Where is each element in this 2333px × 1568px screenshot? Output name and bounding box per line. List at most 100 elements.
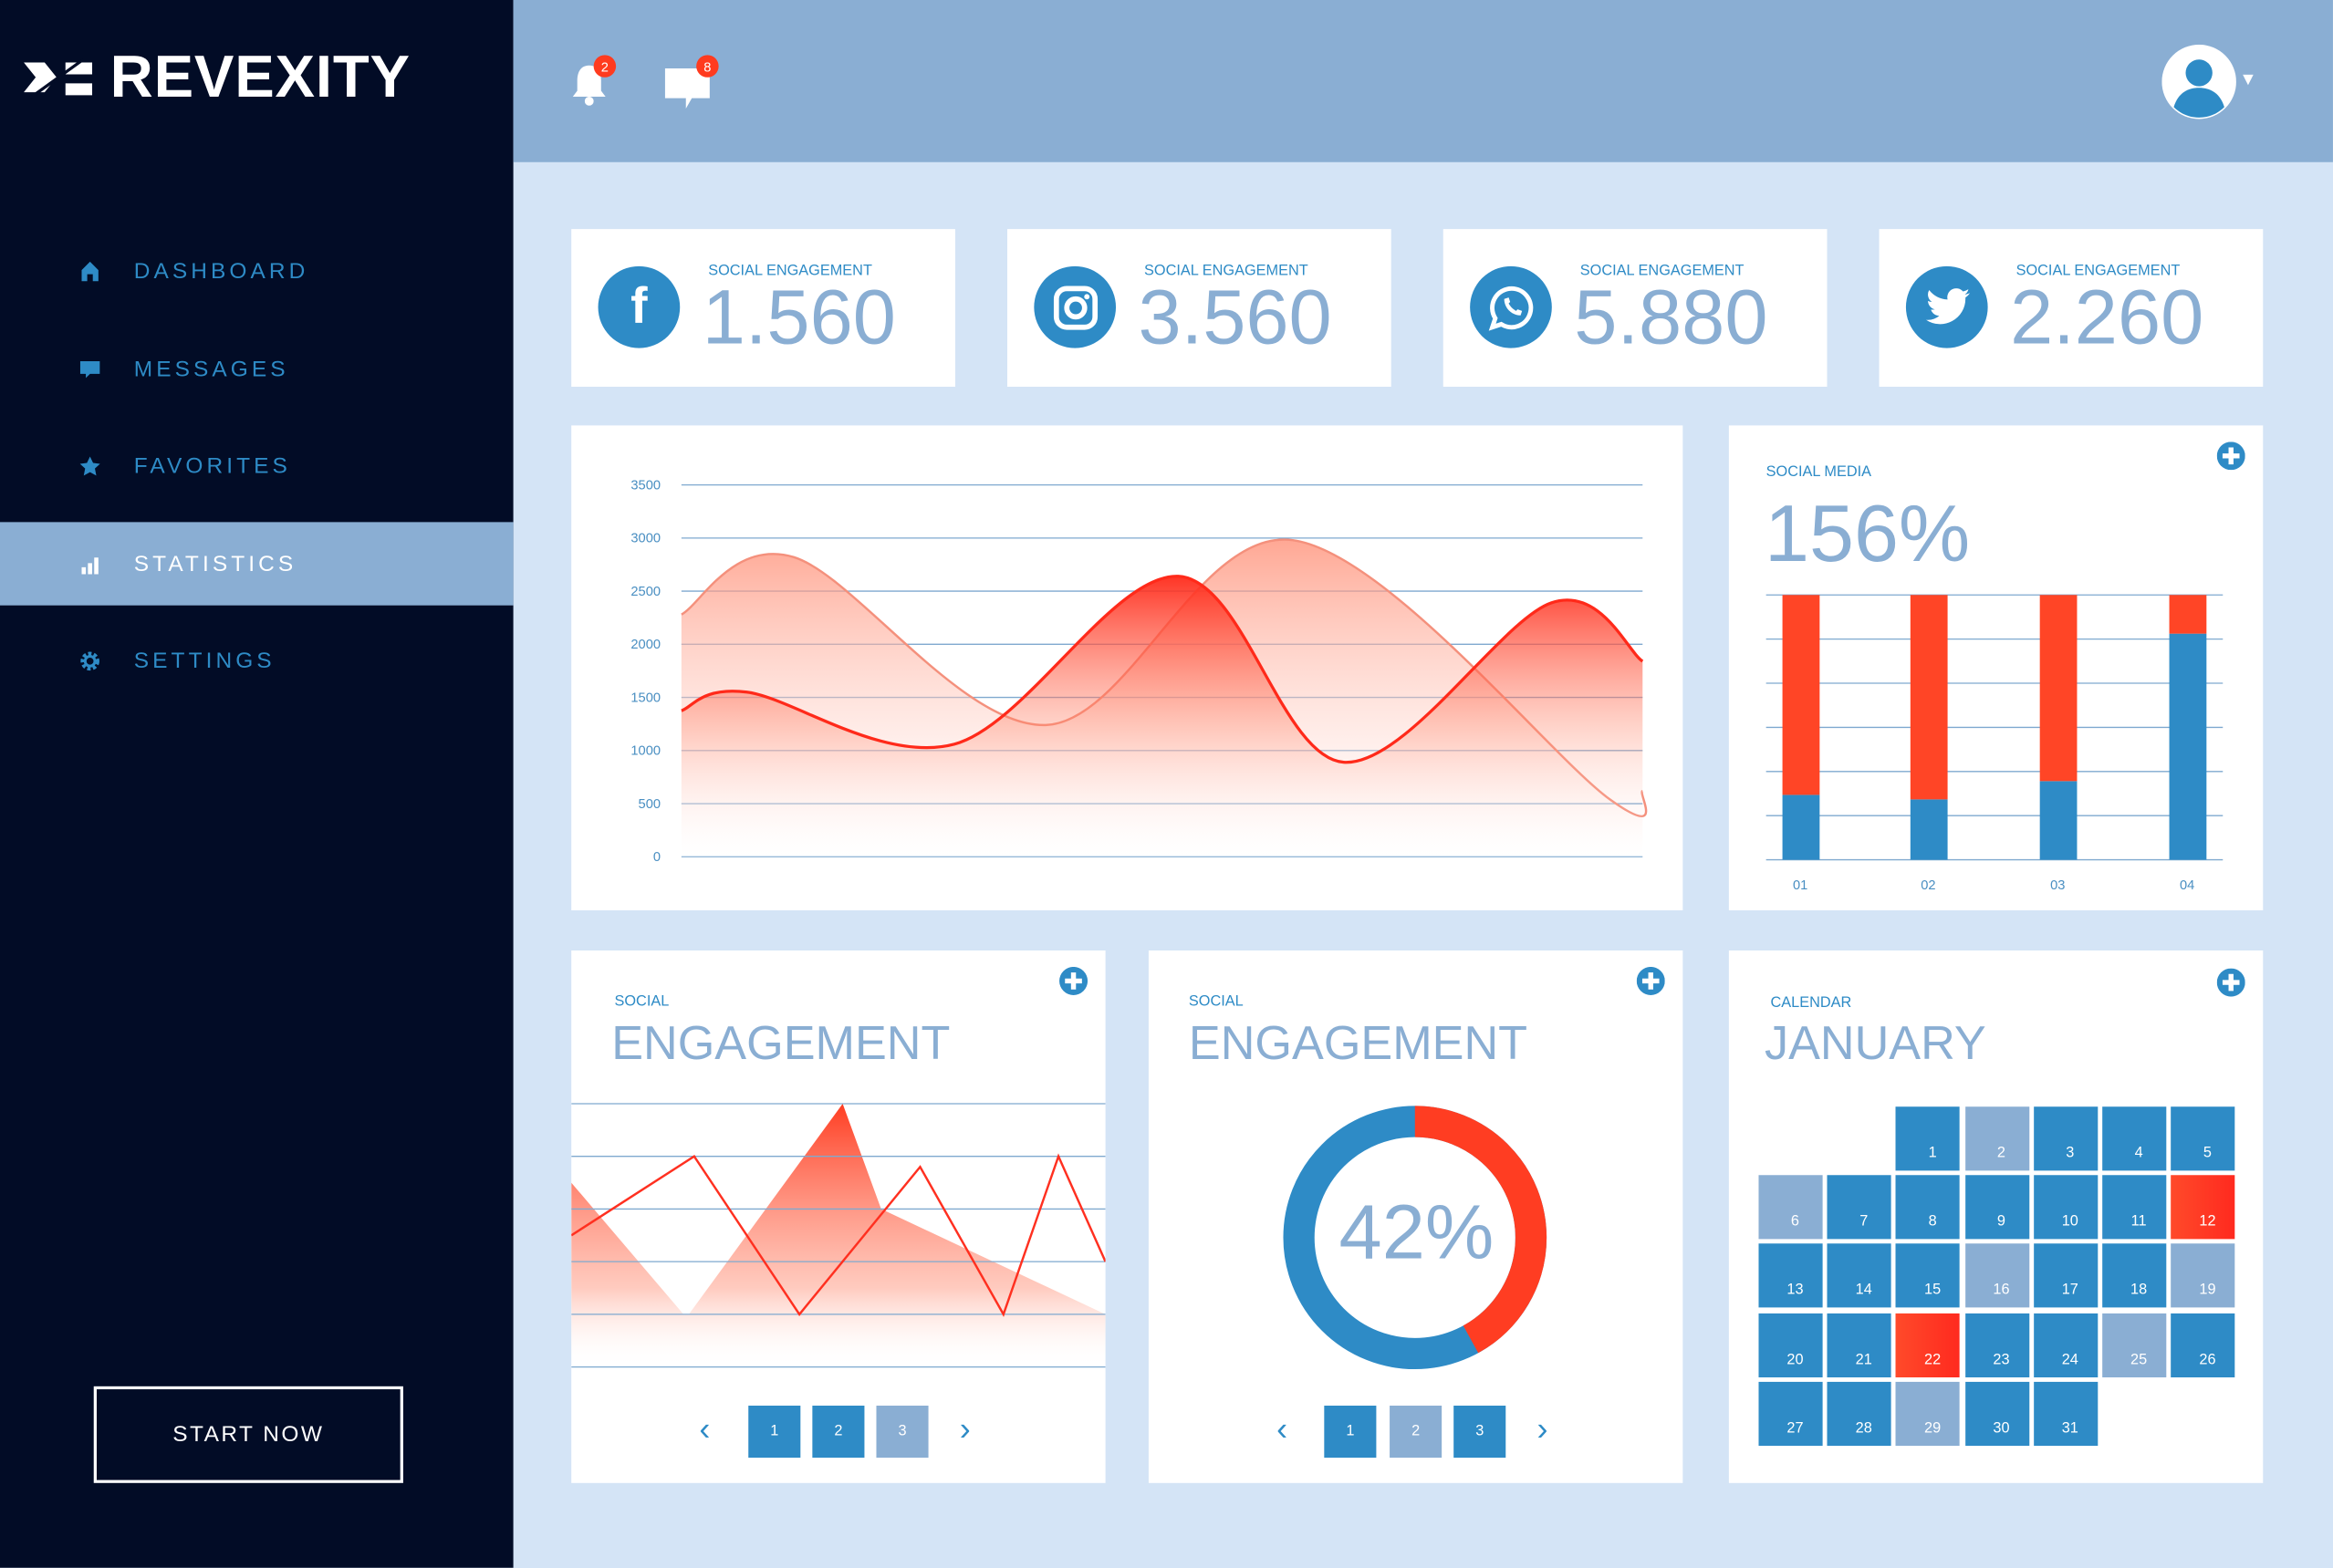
sidebar-item-dashboard[interactable]: DASHBOARD bbox=[0, 229, 514, 312]
engagement-area bbox=[571, 1103, 1106, 1367]
logo[interactable]: REVEXITY bbox=[24, 45, 411, 111]
brand-name: REVEXITY bbox=[109, 44, 411, 110]
x-tick-label: 03 bbox=[2050, 878, 2065, 893]
y-tick-label: 1000 bbox=[630, 744, 661, 759]
social-media-label: SOCIAL MEDIA bbox=[1765, 463, 1872, 481]
calendar-day[interactable]: 18 bbox=[2102, 1243, 2167, 1309]
messages-button[interactable]: 8 bbox=[662, 55, 719, 109]
calendar-day[interactable]: 1 bbox=[1896, 1106, 1961, 1171]
bar-chart-icon bbox=[81, 556, 99, 574]
calendar-day[interactable]: 21 bbox=[1827, 1313, 1891, 1377]
prev-page-chevron-icon[interactable]: ‹ bbox=[1276, 1409, 1288, 1448]
stat-value: 2.260 bbox=[2010, 275, 2204, 362]
calendar-day[interactable]: 10 bbox=[2033, 1175, 2098, 1240]
notifications-button[interactable]: 2 bbox=[568, 55, 617, 107]
x-tick-label: 02 bbox=[1921, 878, 1935, 893]
stat-value: 5.880 bbox=[1574, 275, 1768, 362]
calendar-day[interactable]: 9 bbox=[1964, 1175, 2029, 1240]
twitter-icon[interactable] bbox=[1905, 265, 1988, 348]
calendar-day[interactable]: 7 bbox=[1827, 1175, 1891, 1240]
bar-blue-segment bbox=[2039, 781, 2078, 860]
logo-icon bbox=[24, 57, 93, 99]
sidebar-item-label: STATISTICS bbox=[133, 551, 297, 576]
whatsapp-icon[interactable] bbox=[1470, 265, 1552, 348]
user-menu[interactable]: ▼ bbox=[2161, 44, 2257, 119]
card-title: ENGAGEMENT bbox=[1188, 1015, 1528, 1070]
calendar-day[interactable]: 29 bbox=[1896, 1381, 1961, 1446]
sidebar-item-messages[interactable]: MESSAGES bbox=[0, 327, 514, 410]
sidebar-item-favorites[interactable]: FAVORITES bbox=[0, 424, 514, 507]
facebook-icon[interactable]: f bbox=[598, 265, 681, 348]
donut-chart bbox=[1283, 1106, 1547, 1370]
page-button-2[interactable]: 2 bbox=[1390, 1406, 1443, 1459]
bar-blue-segment bbox=[2169, 633, 2207, 860]
star-icon bbox=[79, 455, 100, 475]
sidebar-item-statistics[interactable]: STATISTICS bbox=[0, 522, 514, 606]
calendar-day[interactable]: 24 bbox=[2033, 1313, 2098, 1377]
calendar-day[interactable]: 23 bbox=[1964, 1313, 2029, 1377]
stat-card-instagram: SOCIAL ENGAGEMENT 3.560 bbox=[1006, 229, 1391, 387]
instagram-icon[interactable] bbox=[1034, 265, 1117, 348]
area-chart-card: 3500 3000 2500 2000 1500 1000 500 0 bbox=[571, 425, 1683, 910]
stat-label: SOCIAL ENGAGEMENT bbox=[1579, 263, 1745, 280]
calendar-day[interactable]: 13 bbox=[1758, 1243, 1823, 1309]
sidebar-item-settings[interactable]: SETTINGS bbox=[0, 618, 514, 701]
prev-page-chevron-icon[interactable]: ‹ bbox=[699, 1409, 711, 1448]
calendar-day[interactable]: 30 bbox=[1964, 1381, 2029, 1446]
avatar-icon bbox=[2161, 44, 2236, 119]
calendar-day[interactable]: 16 bbox=[1964, 1243, 2029, 1309]
engagement-line-chart bbox=[571, 1103, 1106, 1368]
page-button-3[interactable]: 3 bbox=[876, 1406, 929, 1459]
card-label: SOCIAL bbox=[614, 993, 670, 1011]
calendar-day[interactable]: 25 bbox=[2102, 1313, 2167, 1377]
add-icon[interactable] bbox=[1636, 966, 1665, 995]
card-title: ENGAGEMENT bbox=[611, 1015, 951, 1070]
message-badge: 8 bbox=[696, 55, 719, 78]
notification-badge: 2 bbox=[593, 55, 617, 78]
y-tick-label: 500 bbox=[639, 797, 661, 812]
y-tick-label: 1500 bbox=[630, 691, 661, 705]
add-icon[interactable] bbox=[2216, 441, 2245, 471]
calendar-day[interactable]: 28 bbox=[1827, 1381, 1891, 1446]
stacked-bar-chart: 01 02 03 04 bbox=[1765, 594, 2224, 893]
card-label: SOCIAL bbox=[1188, 993, 1244, 1011]
calendar-day[interactable]: 22 bbox=[1896, 1313, 1961, 1377]
stat-card-facebook: f SOCIAL ENGAGEMENT 1.560 bbox=[571, 229, 955, 387]
calendar-month: JANUARY bbox=[1765, 1015, 1986, 1070]
message-icon bbox=[79, 360, 100, 378]
next-page-chevron-icon[interactable]: › bbox=[959, 1409, 971, 1448]
engagement-donut-card: SOCIAL ENGAGEMENT 42% ‹ 1 2 3 › bbox=[1148, 950, 1683, 1483]
calendar-day[interactable]: 2 bbox=[1964, 1106, 2029, 1171]
calendar-card: CALENDAR JANUARY 1 2 3 4 5 6 7 8 9 10 11 12 13 14 15 16… bbox=[1728, 950, 2264, 1483]
bar-blue-segment bbox=[1910, 799, 1948, 860]
next-page-chevron-icon[interactable]: › bbox=[1536, 1409, 1548, 1448]
page-button-1[interactable]: 1 bbox=[1324, 1406, 1377, 1459]
donut-value: 42% bbox=[1338, 1189, 1495, 1277]
y-tick-label: 0 bbox=[653, 850, 661, 865]
calendar-day[interactable]: 4 bbox=[2102, 1106, 2167, 1171]
calendar-day[interactable]: 17 bbox=[2033, 1243, 2098, 1309]
calendar-day[interactable]: 19 bbox=[2171, 1243, 2235, 1309]
page-button-2[interactable]: 2 bbox=[812, 1406, 865, 1459]
page-button-1[interactable]: 1 bbox=[748, 1406, 801, 1459]
calendar-day[interactable]: 14 bbox=[1827, 1243, 1891, 1309]
calendar-day[interactable]: 15 bbox=[1896, 1243, 1961, 1309]
calendar-day[interactable]: 31 bbox=[2033, 1381, 2098, 1446]
calendar-day[interactable]: 6 bbox=[1758, 1175, 1823, 1240]
calendar-day[interactable]: 3 bbox=[2033, 1106, 2098, 1171]
calendar-day[interactable]: 27 bbox=[1758, 1381, 1823, 1446]
page-button-3[interactable]: 3 bbox=[1453, 1406, 1506, 1459]
calendar-day[interactable]: 26 bbox=[2171, 1313, 2235, 1377]
calendar-day[interactable]: 20 bbox=[1758, 1313, 1823, 1377]
start-now-button[interactable]: START NOW bbox=[93, 1386, 403, 1483]
x-tick-label: 04 bbox=[2180, 878, 2194, 893]
add-icon[interactable] bbox=[1059, 966, 1088, 995]
add-icon[interactable] bbox=[2216, 968, 2245, 997]
series-dark-line bbox=[681, 575, 1644, 764]
calendar-day[interactable]: 5 bbox=[2171, 1106, 2235, 1171]
calendar-day[interactable]: 8 bbox=[1896, 1175, 1961, 1240]
calendar-day[interactable]: 12 bbox=[2171, 1175, 2235, 1240]
area-chart: 3500 3000 2500 2000 1500 1000 500 0 bbox=[630, 479, 1648, 865]
calendar-day[interactable]: 11 bbox=[2102, 1175, 2167, 1240]
social-media-value: 156% bbox=[1765, 489, 1971, 579]
